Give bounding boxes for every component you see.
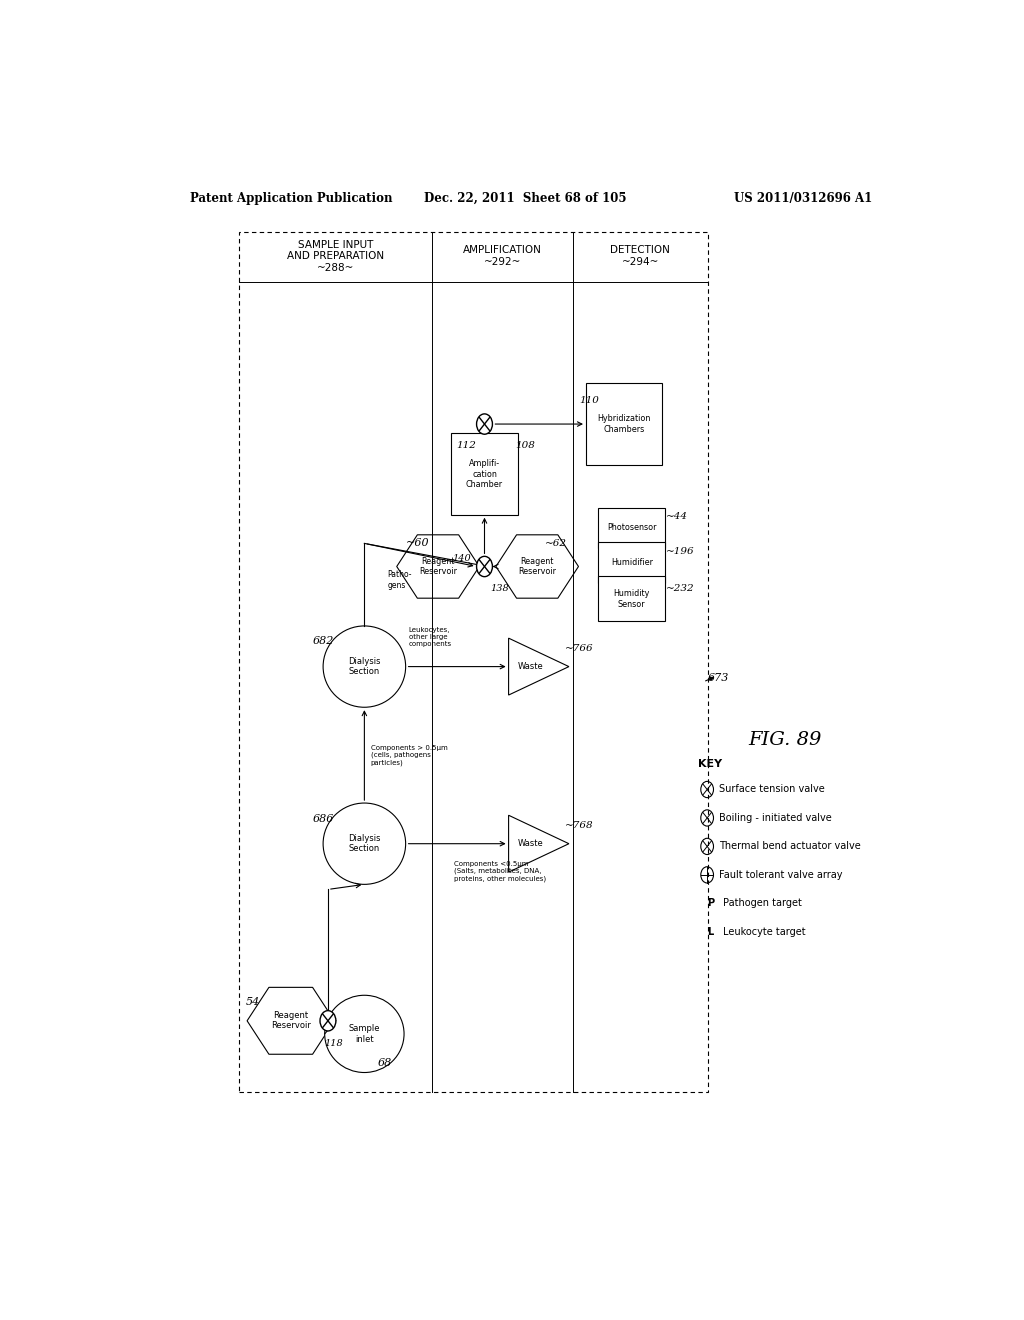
FancyBboxPatch shape xyxy=(598,508,665,548)
Text: Surface tension valve: Surface tension valve xyxy=(719,784,824,795)
Text: Dialysis
Section: Dialysis Section xyxy=(348,657,381,676)
FancyBboxPatch shape xyxy=(598,577,665,622)
Circle shape xyxy=(476,556,493,577)
Text: 112: 112 xyxy=(457,441,476,450)
Polygon shape xyxy=(396,535,479,598)
Ellipse shape xyxy=(325,995,404,1073)
Circle shape xyxy=(321,1011,336,1031)
Text: Pathogen target: Pathogen target xyxy=(723,899,802,908)
Text: Fault tolerant valve array: Fault tolerant valve array xyxy=(719,870,843,880)
Text: ~232: ~232 xyxy=(666,583,694,593)
Text: 68: 68 xyxy=(378,1059,392,1068)
FancyBboxPatch shape xyxy=(452,433,518,515)
Text: Waste: Waste xyxy=(518,663,544,671)
Text: Waste: Waste xyxy=(518,840,544,849)
Text: P: P xyxy=(708,899,715,908)
Ellipse shape xyxy=(324,626,406,708)
Text: Hybridization
Chambers: Hybridization Chambers xyxy=(597,414,650,434)
Text: 138: 138 xyxy=(490,583,510,593)
Text: Sample
inlet: Sample inlet xyxy=(348,1024,380,1044)
Text: Photosensor: Photosensor xyxy=(607,524,656,532)
Text: DETECTION
~294~: DETECTION ~294~ xyxy=(610,246,671,267)
Text: KEY: KEY xyxy=(697,759,722,770)
Text: 140: 140 xyxy=(452,554,471,564)
Text: Reagent
Reservoir: Reagent Reservoir xyxy=(270,1011,310,1031)
Text: Reagent
Reservoir: Reagent Reservoir xyxy=(518,557,556,577)
Text: Humidity
Sensor: Humidity Sensor xyxy=(613,589,650,609)
Polygon shape xyxy=(247,987,335,1055)
Text: Amplifi-
cation
Chamber: Amplifi- cation Chamber xyxy=(466,459,503,488)
Text: 673: 673 xyxy=(708,673,729,684)
Text: 54: 54 xyxy=(246,997,260,1007)
Text: ~196: ~196 xyxy=(666,546,694,556)
Text: ~60: ~60 xyxy=(406,539,429,548)
Text: 118: 118 xyxy=(324,1039,343,1048)
Text: Dialysis
Section: Dialysis Section xyxy=(348,834,381,854)
Text: Reagent
Reservoir: Reagent Reservoir xyxy=(419,557,457,577)
Text: SAMPLE INPUT
AND PREPARATION
~288~: SAMPLE INPUT AND PREPARATION ~288~ xyxy=(287,240,384,273)
Text: 110: 110 xyxy=(579,396,599,405)
Text: Boiling - initiated valve: Boiling - initiated valve xyxy=(719,813,831,822)
Text: Leukocyte target: Leukocyte target xyxy=(723,927,806,937)
Text: ~766: ~766 xyxy=(565,644,594,653)
Circle shape xyxy=(476,414,493,434)
Polygon shape xyxy=(509,638,569,696)
Polygon shape xyxy=(509,816,569,873)
Text: ~44: ~44 xyxy=(666,512,688,521)
FancyBboxPatch shape xyxy=(598,543,665,583)
Text: Components > 0.5μm
(cells, pathogens
particles): Components > 0.5μm (cells, pathogens par… xyxy=(371,744,447,766)
Text: Thermal bend actuator valve: Thermal bend actuator valve xyxy=(719,841,861,851)
Text: 682: 682 xyxy=(312,636,334,647)
Text: 108: 108 xyxy=(515,441,536,450)
Text: ~768: ~768 xyxy=(565,821,594,830)
Text: US 2011/0312696 A1: US 2011/0312696 A1 xyxy=(734,191,872,205)
Text: Components <0.5μm
(Salts, metabolites, DNA,
proteins, other molecules): Components <0.5μm (Salts, metabolites, D… xyxy=(454,861,546,882)
FancyBboxPatch shape xyxy=(586,383,663,465)
Text: Leukocytes,
other large
components: Leukocytes, other large components xyxy=(409,627,452,647)
Ellipse shape xyxy=(324,803,406,884)
Text: Patho-
gens: Patho- gens xyxy=(388,570,412,590)
Text: ~62: ~62 xyxy=(545,539,567,548)
Text: Patent Application Publication: Patent Application Publication xyxy=(190,191,392,205)
Text: 686: 686 xyxy=(312,814,334,824)
Text: Humidifier: Humidifier xyxy=(610,558,652,568)
Text: L: L xyxy=(708,927,714,937)
Polygon shape xyxy=(496,535,579,598)
Text: AMPLIFICATION
~292~: AMPLIFICATION ~292~ xyxy=(463,246,542,267)
Text: FIG. 89: FIG. 89 xyxy=(748,731,821,748)
Text: Dec. 22, 2011  Sheet 68 of 105: Dec. 22, 2011 Sheet 68 of 105 xyxy=(424,191,626,205)
